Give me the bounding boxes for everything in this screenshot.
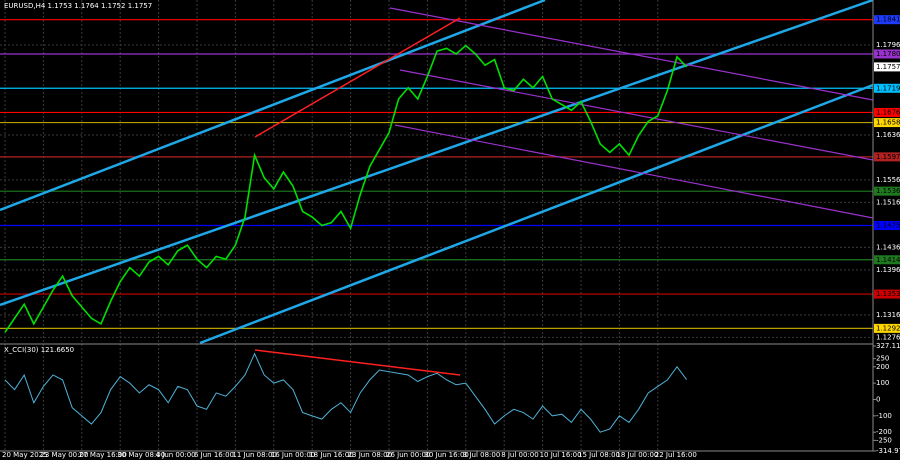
level-box xyxy=(874,49,900,59)
y-tick-label: -200 xyxy=(876,428,892,436)
level-label: 1.1658 xyxy=(876,119,900,127)
x-tick-label: 18 Jun 16:00 xyxy=(309,451,353,459)
x-tick-label: 10 Jul 16:00 xyxy=(540,451,582,459)
level-label: 1.1597 xyxy=(876,153,900,161)
level-label: 1.1353 xyxy=(876,290,900,298)
regression-upper xyxy=(389,7,874,101)
x-tick-label: 30 Jun 16:00 xyxy=(424,451,468,459)
y-tick-label: 250 xyxy=(876,355,889,363)
cci-title: X_CCI(30) 121.6650 xyxy=(4,346,74,354)
price-line xyxy=(4,352,687,433)
trend-line xyxy=(254,17,461,138)
cci-trend-line xyxy=(254,349,461,376)
level-label: 1.1676 xyxy=(876,108,900,116)
level-box xyxy=(874,152,900,162)
y-tick-label: 0 xyxy=(876,395,880,403)
level-label: 1.1719 xyxy=(876,84,900,92)
x-tick-label: 23 Jun 08:00 xyxy=(348,451,392,459)
axis: 1.1796 1.1636 1.1556 1.1516 1.1436 1.1396 1.13… xyxy=(2,15,900,459)
x-tick-label: 23 May 00:00 xyxy=(40,451,88,459)
y-tick-label: 1.1636 xyxy=(876,131,900,139)
y-tick-label: -100 xyxy=(876,412,892,420)
y-tick-label: 1.1276 xyxy=(876,333,900,341)
channel-lower xyxy=(199,83,874,345)
x-tick-label: 22 Jul 16:00 xyxy=(655,451,697,459)
y-tick-label: -250 xyxy=(876,436,892,444)
regression-middle xyxy=(399,69,874,161)
level-box xyxy=(874,107,900,117)
x-tick-label: 18 Jul 00:00 xyxy=(616,451,658,459)
x-tick-label: 20 May 2025 xyxy=(2,451,48,459)
last-price-box xyxy=(874,62,900,72)
x-tick-label: 26 Jun 00:00 xyxy=(386,451,430,459)
level-label: 1.1475 xyxy=(876,221,900,229)
x-tick-label: 16 Jun 00:00 xyxy=(271,451,315,459)
y-tick-label: 327.116 xyxy=(876,342,900,350)
level-box xyxy=(874,220,900,230)
channel-upper xyxy=(0,0,546,212)
y-tick-label: 1.1316 xyxy=(876,311,900,319)
level-box xyxy=(874,255,900,265)
y-tick-label: -314.976 xyxy=(876,447,900,455)
x-tick-label: 4 Jun 00:00 xyxy=(156,451,196,459)
plot xyxy=(4,44,688,433)
channel-middle xyxy=(0,0,874,307)
x-tick-label: 15 Jul 08:00 xyxy=(578,451,620,459)
y-tick-label: 1.1436 xyxy=(876,243,900,251)
last-price-label: 1.1757 xyxy=(876,63,900,71)
level-label: 1.1841 xyxy=(876,16,900,24)
level-box xyxy=(874,15,900,25)
level-label: 1.1292 xyxy=(876,324,900,332)
level-box xyxy=(874,323,900,333)
level-box xyxy=(874,118,900,128)
y-tick-label: 1.1396 xyxy=(876,266,900,274)
x-tick-label: 30 May 08:00 xyxy=(117,451,165,459)
level-label: 1.1414 xyxy=(876,256,900,264)
x-tick-label: 6 Jun 16:00 xyxy=(194,451,234,459)
y-tick-label: 100 xyxy=(876,379,889,387)
level-label: 1.1780 xyxy=(876,50,900,58)
channel-lines xyxy=(0,0,874,376)
y-tick-label: 1.1516 xyxy=(876,198,900,206)
level-label: 1.1536 xyxy=(876,187,900,195)
level-box xyxy=(874,289,900,299)
y-tick-label: 1.1796 xyxy=(876,41,900,49)
level-box xyxy=(874,83,900,93)
chart-title: EURUSD,H4 1.1753 1.1764 1.1752 1.1757 xyxy=(4,2,152,10)
level-box xyxy=(874,186,900,196)
x-tick-label: 8 Jul 00:00 xyxy=(501,451,539,459)
x-tick-label: 3 Jul 08:00 xyxy=(463,451,501,459)
regression-lower xyxy=(394,124,874,219)
x-tick-label: 27 May 16:00 xyxy=(79,451,127,459)
y-tick-label: 1.1556 xyxy=(876,176,900,184)
y-tick-label: 200 xyxy=(876,363,889,371)
x-tick-label: 11 Jun 08:00 xyxy=(232,451,276,459)
price-line xyxy=(4,44,688,333)
